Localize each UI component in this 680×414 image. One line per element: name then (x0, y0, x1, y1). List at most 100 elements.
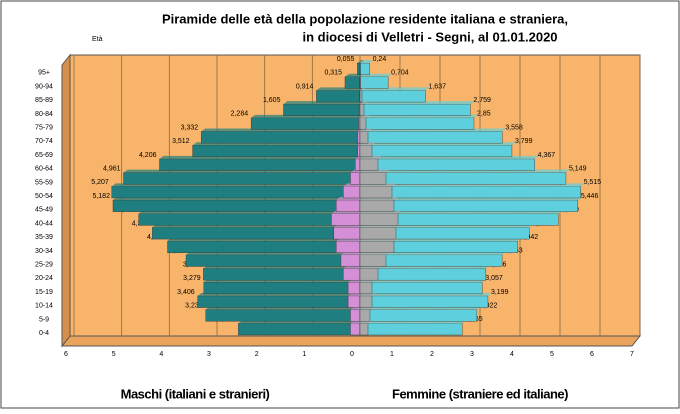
y-tick-label: 80-84 (35, 111, 53, 118)
y-tick-label: 55-59 (35, 179, 53, 186)
bar (360, 296, 488, 308)
data-label: 0,704 (391, 70, 409, 77)
y-tick-label: 50-54 (35, 193, 53, 200)
x-tick-label: 1 (390, 351, 394, 358)
x-tick-label: 4 (510, 351, 514, 358)
bar (360, 104, 470, 116)
bar (238, 323, 360, 335)
data-label: 3,406 (177, 289, 195, 296)
bar (201, 132, 360, 144)
data-label: 5,149 (569, 165, 587, 172)
x-tick-label: 6 (64, 351, 68, 358)
bar (160, 159, 360, 171)
y-tick-label: 5-9 (39, 316, 49, 323)
bar (336, 200, 360, 212)
y-axis-label: Età (92, 36, 103, 43)
bar (203, 269, 360, 281)
data-label: 2,85 (477, 111, 491, 118)
chart-subtitle: in diocesi di Velletri - Segni, al 01.01… (302, 29, 557, 44)
bar (186, 255, 360, 267)
bar (350, 173, 360, 185)
y-tick-label: 45-49 (35, 207, 53, 214)
y-tick-label: 75-79 (35, 124, 53, 131)
bar (360, 77, 361, 89)
bar (152, 227, 360, 239)
bar (336, 241, 360, 253)
bar (360, 145, 372, 157)
y-tick-label: 65-69 (35, 152, 53, 159)
bar (341, 255, 360, 267)
y-tick-label: 25-29 (35, 261, 53, 268)
bar (345, 77, 360, 89)
bar (360, 269, 486, 281)
x-tick-label: 1 (302, 351, 306, 358)
bar (360, 186, 581, 198)
bar (360, 282, 372, 294)
legend-left: Maschi (italiani e stranieri) (121, 386, 270, 401)
x-tick-label: 3 (470, 351, 474, 358)
data-label: 0,914 (296, 83, 314, 90)
bar (251, 118, 360, 130)
bar (360, 159, 535, 171)
bar (360, 186, 392, 198)
bar (360, 145, 512, 157)
y-tick-label: 70-74 (35, 138, 53, 145)
bar (360, 310, 477, 322)
bar (206, 310, 360, 322)
data-label: 5,207 (91, 179, 109, 186)
bar (343, 186, 360, 198)
bar (360, 90, 362, 102)
data-label: 0,055 (337, 56, 355, 63)
y-tick-label: 85-89 (35, 97, 53, 104)
bar (283, 104, 360, 116)
bar (360, 118, 366, 130)
bar (360, 255, 386, 267)
bar (198, 296, 360, 308)
bar (334, 227, 360, 239)
y-tick-label: 90-94 (35, 83, 53, 90)
chart-title: Piramide delle età della popolazione res… (162, 11, 568, 26)
bar (360, 77, 388, 89)
bar (316, 90, 360, 102)
data-label: 5,182 (92, 193, 110, 200)
y-tick-label: 30-34 (35, 248, 53, 255)
bar (193, 145, 360, 157)
data-label: 2,284 (231, 111, 249, 118)
bar (348, 282, 360, 294)
x-tick-label: 7 (630, 351, 634, 358)
bar (360, 227, 396, 239)
data-label: 3,199 (491, 289, 509, 296)
y-tick-label: 35-39 (35, 234, 53, 241)
x-tick-label: 0 (350, 351, 354, 358)
bar (139, 214, 360, 226)
x-tick-label: 5 (550, 351, 554, 358)
bar (360, 90, 425, 102)
bar (168, 241, 360, 253)
data-label: 1,637 (428, 83, 446, 90)
bar (360, 132, 368, 144)
bar (350, 323, 360, 335)
data-label: 4,206 (139, 152, 157, 159)
bar (124, 173, 360, 185)
x-tick-label: 2 (255, 351, 259, 358)
data-label: 2,759 (473, 97, 491, 104)
data-label: 0,315 (324, 70, 342, 77)
bar (360, 296, 372, 308)
y-tick-label: 20-24 (35, 275, 53, 282)
y-tick-label: 15-19 (35, 289, 53, 296)
bar (360, 200, 394, 212)
data-label: 1,605 (263, 97, 281, 104)
bar (331, 214, 360, 226)
bar (360, 323, 462, 335)
bar (350, 310, 360, 322)
bar (360, 173, 386, 185)
legend-right: Femmine (straniere ed italiane) (392, 386, 568, 401)
data-label: 3,799 (515, 138, 533, 145)
data-label: 3,279 (183, 275, 201, 282)
bar (360, 173, 566, 185)
bar (112, 186, 360, 198)
side-wall (62, 55, 70, 346)
floor (62, 336, 640, 346)
bar (360, 241, 394, 253)
